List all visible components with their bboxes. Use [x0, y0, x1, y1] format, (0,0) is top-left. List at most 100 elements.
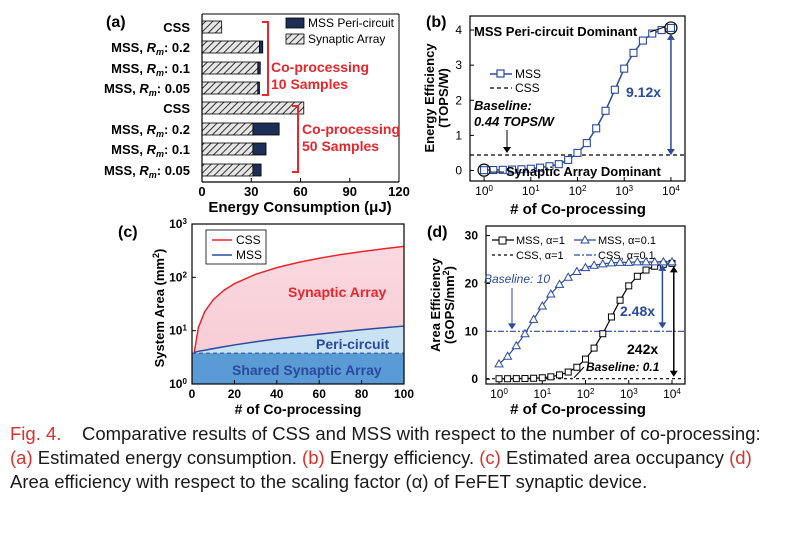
series-mss-a01-point — [511, 340, 522, 350]
series-mss-a1-point — [625, 282, 633, 290]
x-tick-label-exp: 1 — [535, 184, 540, 193]
rm-symbol: R — [147, 122, 157, 137]
series-mss-point — [582, 139, 591, 148]
series-mss-point — [498, 165, 507, 174]
rm-symbol: R — [139, 163, 149, 178]
bracket-50-samples — [292, 105, 299, 173]
panel-d-y-label: Area Efficiency(GOPS/mm2) — [428, 257, 457, 352]
series-mss-a01-point — [537, 300, 548, 310]
panel-a-x-label: Energy Consumption (μJ) — [208, 199, 391, 216]
rm-value: : 0.1 — [164, 142, 190, 157]
series-mss-a1-point — [495, 375, 503, 383]
panel-c-y-label: System Area (mm2) — [151, 249, 167, 368]
y-tick-label: 30 — [465, 229, 479, 243]
rm-subscript: m — [156, 149, 164, 159]
series-mss-a01-point — [641, 256, 651, 266]
x-tick-label: 60 — [313, 387, 327, 401]
series-mss-a01-point — [545, 288, 556, 298]
annotation-242x: 242x — [627, 341, 658, 357]
series-mss-a1-point — [616, 296, 624, 304]
panel-a: (a) CSS MSS, Rm: 0.2 MSS, Rm: 0.1 MSS, Rm: … — [104, 13, 410, 216]
series-mss-point — [666, 23, 675, 32]
series-mss-a01-point — [658, 256, 669, 266]
panel-c-plot — [192, 245, 405, 384]
legend-label-synaptic: Synaptic Array — [308, 32, 385, 46]
series-mss-line — [193, 325, 405, 354]
panel-d-x-label: # of Co-processing — [510, 401, 646, 418]
rm-subscript: m — [149, 170, 157, 180]
rm-symbol: R — [139, 81, 149, 96]
series-mss-a1-point — [564, 368, 572, 376]
y-tick-label: 0 — [455, 163, 462, 177]
series-mss-point — [517, 165, 526, 174]
area-synaptic-array — [192, 246, 404, 354]
x-tick-label-exp: 4 — [676, 387, 681, 396]
x-tick-label: 0 — [198, 184, 205, 199]
category-label: MSS, Rm: 0.05 — [104, 81, 190, 98]
category-label: MSS, Rm: 0.1 — [111, 61, 190, 78]
area-shared-synaptic — [192, 353, 404, 384]
annotation-coprocessing-50: Co-processing — [302, 121, 400, 137]
panel-c-legend: CSS MSS — [205, 229, 267, 265]
rm-value: : 0.05 — [157, 163, 190, 178]
annotation-shared-array: Shared Synaptic Array — [232, 362, 382, 378]
panel-c-label: (c) — [118, 224, 138, 241]
bar-synaptic-array — [201, 20, 223, 34]
series-mss-a01-point — [606, 257, 617, 267]
series-mss-a01-point — [494, 358, 504, 368]
x-tick-label-exp: 3 — [633, 387, 638, 396]
series-mss-a1-point — [607, 313, 615, 321]
category-label: MSS, Rm: 0.05 — [104, 163, 190, 180]
x-tick-label: 60 — [293, 184, 307, 199]
pointer-peri-dominant — [649, 26, 666, 33]
arrow-242x-head-bottom — [669, 370, 678, 377]
y-tick-label-exp: 2 — [182, 270, 187, 279]
annotation-synaptic-array: Synaptic Array — [288, 284, 387, 300]
series-mss-point — [573, 148, 582, 157]
legend-label-css: CSS — [515, 81, 540, 95]
panel-b-legend: MSS CSS — [490, 67, 541, 95]
series-mss-a01-point — [528, 314, 539, 323]
x-tick-label-exp: 1 — [547, 387, 552, 396]
x-tick-label: 40 — [270, 387, 284, 401]
y-tick-label: 4 — [455, 23, 462, 37]
y-tick-label: 100 — [169, 377, 187, 392]
arrow-2-48x-head-bottom — [658, 322, 667, 329]
category-label: MSS, Rm: 0.2 — [111, 40, 190, 57]
series-mss-point — [564, 155, 573, 164]
arrow-2-48x-head-top — [658, 264, 667, 271]
series-mss-a01-point — [589, 260, 599, 269]
x-tick-label-exp: 2 — [582, 184, 587, 193]
caption-a-text: Estimated energy consumption. — [37, 447, 297, 468]
rm-symbol: R — [147, 142, 157, 157]
y-tick-label: 10 — [465, 324, 479, 338]
rm-value: : 0.2 — [164, 122, 190, 137]
x-tick-label: 120 — [388, 184, 410, 199]
series-mss-a01-point — [649, 256, 660, 266]
annotation-baseline-01: Baseline: 0.1 — [586, 360, 660, 374]
caption-c-text: Estimated area occupancy — [505, 447, 724, 468]
panel-a-category-labels: CSS MSS, Rm: 0.2 MSS, Rm: 0.1 MSS, Rm: 0.05… — [104, 20, 190, 180]
bar-peri-circuit — [259, 40, 264, 54]
caption-b-text: Energy efficiency. — [329, 447, 475, 468]
series-mss-point — [601, 106, 610, 115]
annotation-9x: 9.12x — [626, 84, 661, 100]
caption-b-tag: (b) — [302, 447, 325, 468]
panel-c-frame — [191, 223, 405, 385]
series-mss-a01-point — [667, 256, 677, 266]
pointer-baseline-01 — [573, 366, 585, 379]
y-tick-label: 3 — [455, 58, 462, 72]
bar-peri-circuit — [252, 142, 267, 156]
panel-d-legend: MSS, α=1 MSS, α=0.1 CSS, α=1 CSS, α=0.1 — [492, 234, 656, 262]
x-tick-label-exp: 0 — [503, 387, 508, 396]
x-tick-label: 100 — [475, 184, 493, 199]
x-tick-label: 102 — [577, 387, 595, 402]
series-mss-a01-point — [597, 258, 608, 268]
series-mss-a01-point — [580, 262, 591, 272]
arrow-9x-head-top — [666, 33, 675, 40]
panel-b-plot — [470, 21, 685, 177]
pointer-baseline-10-head — [508, 323, 516, 330]
annotation-synaptic-dominant: Synaptic Array Dominant — [506, 164, 662, 179]
series-mss-point — [508, 165, 517, 174]
